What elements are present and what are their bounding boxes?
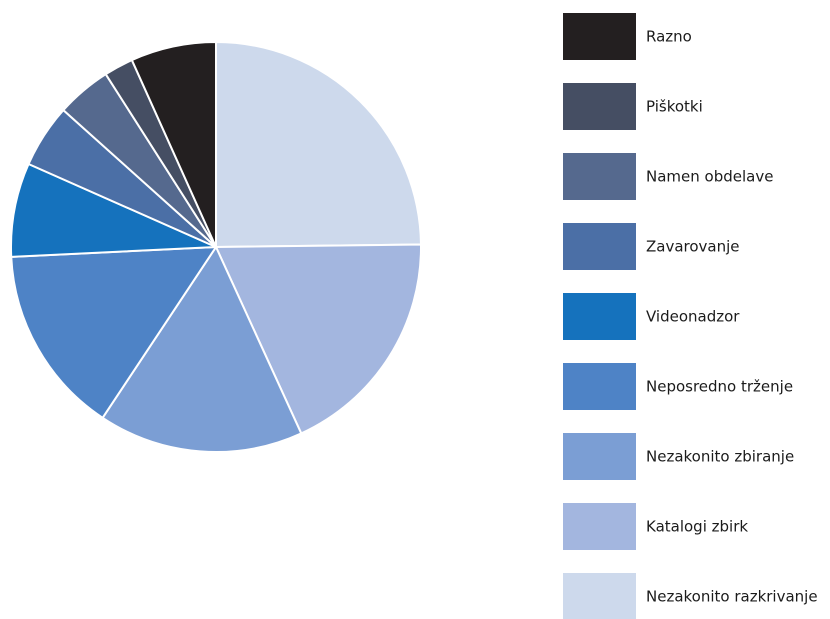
legend-swatch-videonadzor xyxy=(563,293,636,340)
legend-item-namen-obdelave: Namen obdelave xyxy=(563,153,773,200)
legend-item-zavarovanje: Zavarovanje xyxy=(563,223,740,270)
legend-swatch-namen-obdelave xyxy=(563,153,636,200)
chart-legend: Razno Piškotki Namen obdelave Zavarovanje Vi… xyxy=(563,13,818,619)
legend-swatch-nezakonito-zbiranje xyxy=(563,433,636,480)
legend-label-piskotki: Piškotki xyxy=(646,98,703,116)
legend-label-neposredno-trzenje: Neposredno trženje xyxy=(646,378,793,396)
legend-item-videonadzor: Videonadzor xyxy=(563,293,740,340)
legend-label-katalogi-zbirk: Katalogi zbirk xyxy=(646,518,748,536)
legend-item-nezakonito-zbiranje: Nezakonito zbiranje xyxy=(563,433,794,480)
pie-slice-neposredno-trzenje xyxy=(10,246,217,419)
pie-slice-nezakonito-razkrivanje xyxy=(215,41,422,248)
pie-slice-nezakonito-zbiranje xyxy=(101,246,303,453)
legend-label-zavarovanje: Zavarovanje xyxy=(646,238,740,256)
legend-swatch-nezakonito-razkrivanje xyxy=(563,573,636,619)
legend-swatch-piskotki xyxy=(563,83,636,130)
legend-item-razno: Razno xyxy=(563,13,692,60)
legend-item-piskotki: Piškotki xyxy=(563,83,703,130)
legend-item-nezakonito-razkrivanje: Nezakonito razkrivanje xyxy=(563,573,818,619)
legend-swatch-neposredno-trzenje xyxy=(563,363,636,410)
legend-swatch-zavarovanje xyxy=(563,223,636,270)
legend-swatch-razno xyxy=(563,13,636,60)
legend-label-razno: Razno xyxy=(646,28,692,46)
legend-label-nezakonito-zbiranje: Nezakonito zbiranje xyxy=(646,448,794,466)
legend-item-neposredno-trzenje: Neposredno trženje xyxy=(563,363,793,410)
legend-label-nezakonito-razkrivanje: Nezakonito razkrivanje xyxy=(646,588,818,606)
pie-slices xyxy=(10,41,422,453)
pie-slice-katalogi-zbirk xyxy=(215,243,422,435)
pie-slice-razno xyxy=(130,41,217,248)
legend-label-namen-obdelave: Namen obdelave xyxy=(646,168,773,186)
legend-label-videonadzor: Videonadzor xyxy=(646,308,740,326)
legend-swatch-katalogi-zbirk xyxy=(563,503,636,550)
legend-item-katalogi-zbirk: Katalogi zbirk xyxy=(563,503,748,550)
